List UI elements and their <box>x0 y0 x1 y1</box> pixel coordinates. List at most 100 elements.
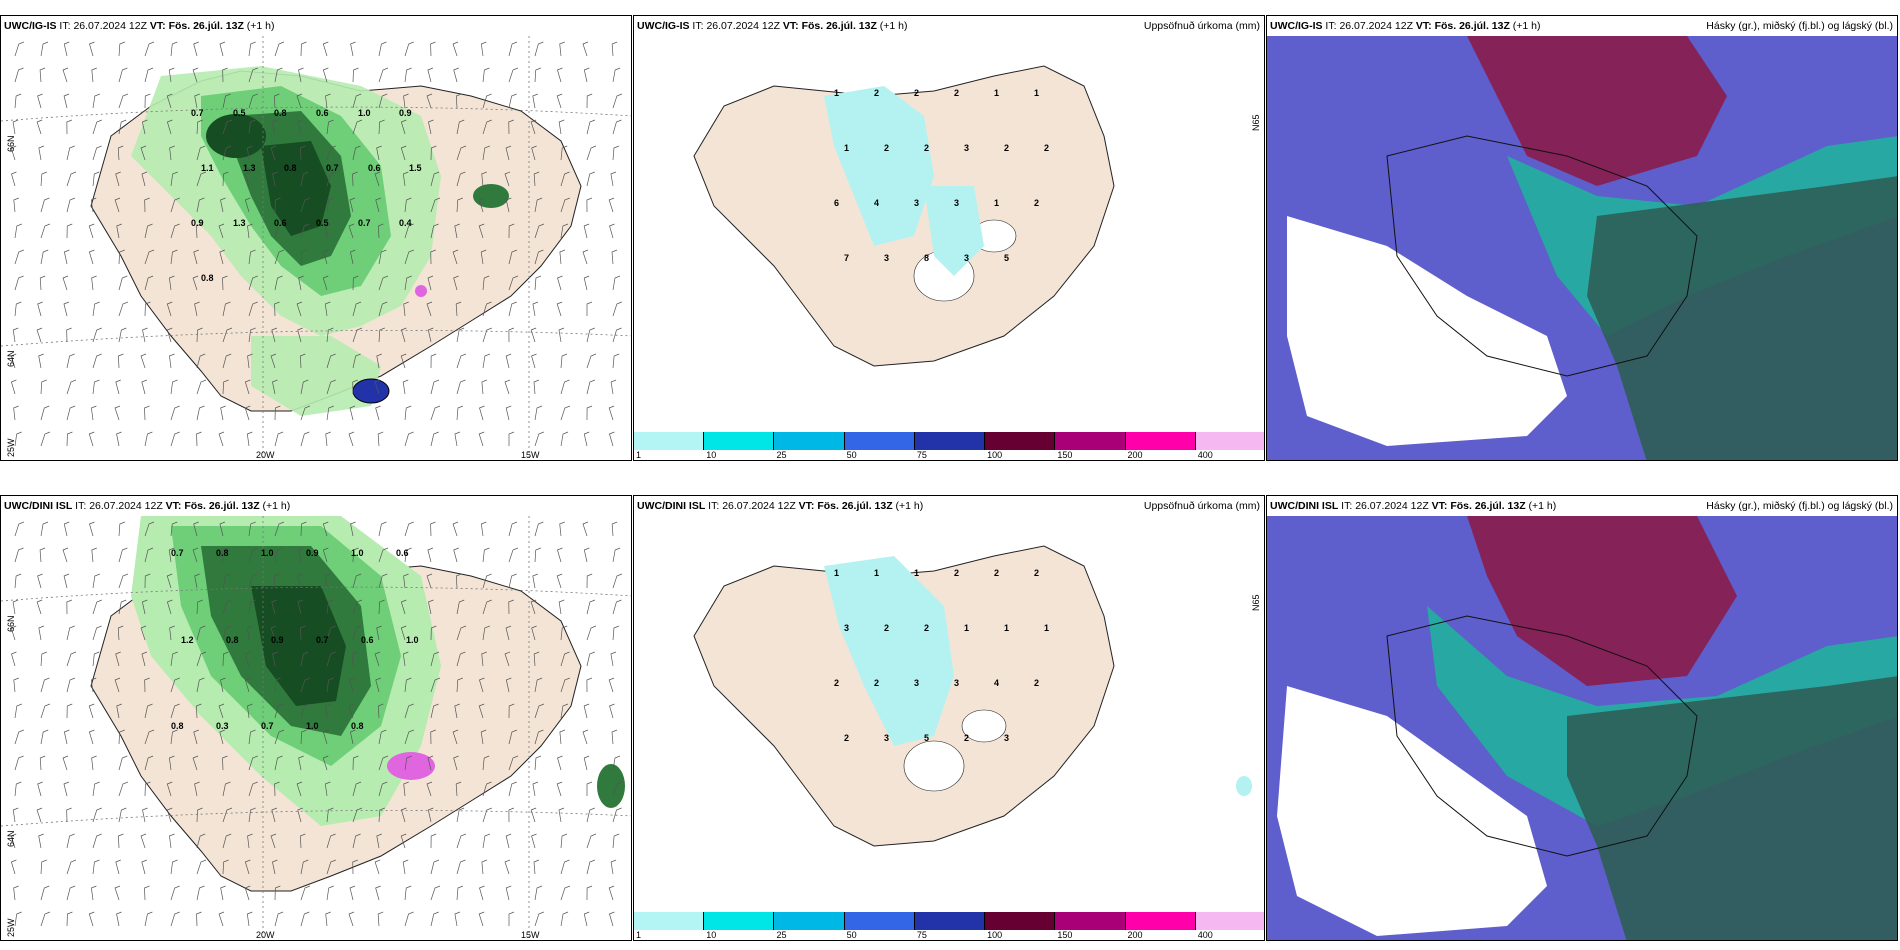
wind-barb <box>220 405 226 421</box>
wind-barb <box>274 755 283 771</box>
wind-barb <box>170 379 178 395</box>
wind-barb <box>375 197 381 213</box>
colorbar-tick-label: 1 <box>636 450 642 460</box>
wind-barb <box>426 573 433 589</box>
wind-barb <box>378 755 389 771</box>
wind-barb <box>144 197 150 213</box>
value-label: 1.0 <box>406 635 419 645</box>
wind-barb <box>196 171 207 187</box>
panel-top-middle-accum: UWC/IG-IS IT: 26.07.2024 12Z VT: Fös. 26… <box>633 15 1265 461</box>
wind-barb <box>300 521 307 537</box>
lon-label-25w: 25W <box>6 918 16 937</box>
wind-barb <box>322 275 329 291</box>
wind-barb <box>560 651 570 667</box>
wind-barb <box>166 781 173 797</box>
wind-barb <box>248 729 256 745</box>
wind-barb <box>348 223 355 239</box>
colorbar-tick-label: 400 <box>1197 930 1213 940</box>
wind-barb <box>196 327 203 343</box>
wind-barb <box>12 119 19 135</box>
wind-barb <box>428 119 434 135</box>
lon-label-15w: 15W <box>521 450 540 460</box>
colorbar-tick-label: 200 <box>1127 930 1143 940</box>
wind-barb <box>377 703 384 719</box>
precip-darkest-area <box>251 586 346 706</box>
wind-barb <box>244 379 251 395</box>
value-label: 3 <box>844 623 849 633</box>
wind-barb <box>404 249 414 265</box>
wind-barb <box>375 885 381 901</box>
wind-barb <box>378 781 388 797</box>
wind-barb <box>430 145 437 161</box>
wind-barb <box>430 197 441 213</box>
wind-barb <box>612 275 621 291</box>
wind-barb <box>456 171 466 187</box>
wind-barb <box>220 677 226 693</box>
wind-barb <box>91 405 97 421</box>
wind-barb <box>66 807 72 823</box>
wind-barb <box>482 301 492 317</box>
wind-barb <box>166 93 173 109</box>
colorbar-segment <box>1125 912 1196 930</box>
wind-barb <box>478 223 485 239</box>
wind-barb <box>534 41 544 57</box>
colorbar-tick-label: 400 <box>1197 450 1213 460</box>
wind-barb <box>14 573 22 589</box>
wind-barb <box>166 301 173 317</box>
wind-barb <box>222 171 229 187</box>
wind-barb <box>166 327 173 343</box>
value-label: 0.7 <box>261 721 274 731</box>
wind-barb <box>322 41 329 57</box>
wind-barb <box>478 431 485 447</box>
wind-barb <box>222 327 233 343</box>
wind-barb <box>300 703 310 719</box>
precip-values: 0.7 0.5 0.8 0.6 1.0 0.9 1.1 1.3 0.8 0.7 0.6 1.5 0.9 1… <box>191 108 422 283</box>
value-label: 0.6 <box>396 548 409 558</box>
wind-barb <box>322 521 329 537</box>
wind-barb <box>66 885 76 901</box>
wind-barb <box>296 781 303 797</box>
wind-barb <box>140 145 147 161</box>
wind-barb <box>244 859 251 875</box>
lat-label-n65: N65 <box>1251 594 1261 611</box>
wind-barb <box>144 547 154 563</box>
wind-barb <box>609 431 615 447</box>
wind-barb <box>558 119 565 135</box>
wind-barb <box>560 431 569 447</box>
wind-barb <box>193 41 199 57</box>
value-label: 2 <box>884 623 889 633</box>
wind-barb <box>376 625 382 641</box>
coastline <box>1386 135 1698 377</box>
wind-barb <box>612 625 620 641</box>
wind-barb <box>325 431 331 447</box>
wind-barb <box>92 301 100 317</box>
wind-barb <box>66 327 72 343</box>
wind-barb <box>222 833 232 849</box>
wind-barb <box>508 275 519 291</box>
colorbar-tick-label: 25 <box>776 450 787 460</box>
wind-barb <box>296 573 303 589</box>
wind-barb <box>454 911 461 927</box>
wind-barb <box>220 197 226 213</box>
wind-barb <box>376 833 382 849</box>
wind-barb <box>478 677 485 693</box>
wind-barb <box>248 781 258 797</box>
wind-barb <box>66 119 72 135</box>
wind-barb <box>271 327 278 343</box>
wind-barb <box>481 651 487 667</box>
wind-barb <box>374 379 381 395</box>
wind-barb <box>452 729 459 745</box>
wind-barb <box>404 547 412 563</box>
wind-barb <box>247 223 253 239</box>
wind-barb <box>582 41 589 57</box>
wind-barb <box>118 275 128 291</box>
wind-barb <box>196 677 205 693</box>
wind-barb <box>166 573 173 589</box>
wind-barb <box>300 405 311 421</box>
wind-barb <box>456 859 466 875</box>
wind-barb <box>352 171 358 187</box>
wind-barb <box>37 573 43 589</box>
wind-barb <box>274 677 281 693</box>
wind-barb <box>194 93 200 109</box>
wind-barb <box>454 703 460 719</box>
